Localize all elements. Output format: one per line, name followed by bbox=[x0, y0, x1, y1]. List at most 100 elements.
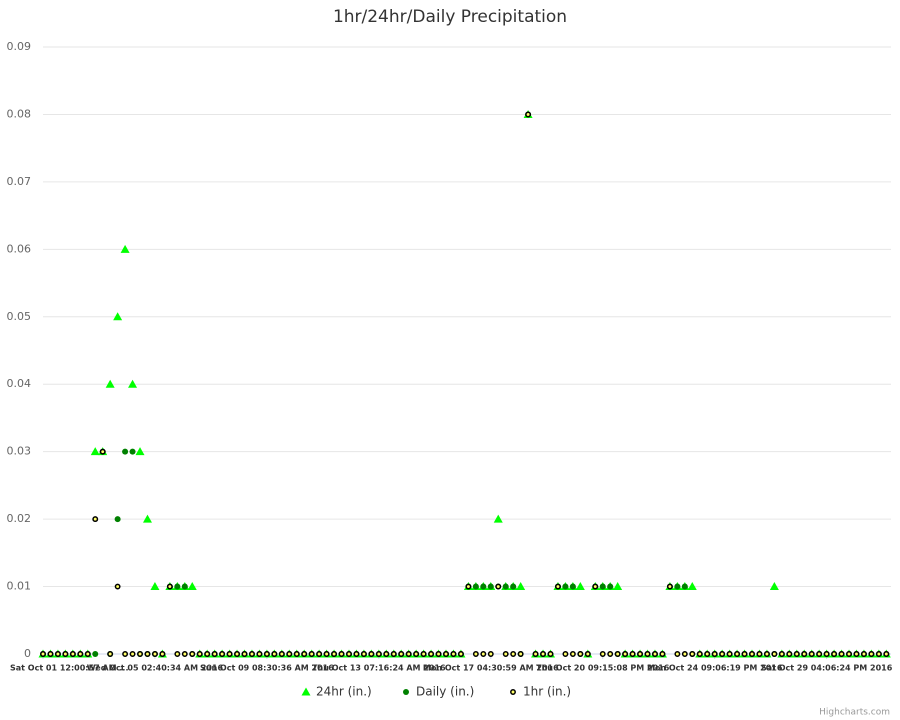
y-tick-label: 0.07 bbox=[7, 175, 32, 188]
point bbox=[629, 651, 636, 657]
point bbox=[435, 651, 442, 657]
point bbox=[689, 651, 696, 657]
point bbox=[278, 651, 285, 657]
point bbox=[181, 583, 188, 590]
point bbox=[144, 651, 151, 657]
point bbox=[54, 651, 61, 657]
legend-item[interactable]: 1hr (in.) bbox=[510, 685, 571, 699]
y-tick-label: 0.06 bbox=[7, 242, 32, 255]
x-tick-label: Mon Oct 24 09:06:19 PM 2016 bbox=[647, 664, 783, 673]
series bbox=[40, 111, 890, 657]
y-tick-label: 0.04 bbox=[7, 377, 32, 390]
point bbox=[368, 651, 375, 657]
point bbox=[338, 651, 345, 657]
point bbox=[62, 651, 69, 657]
point bbox=[687, 582, 697, 591]
point bbox=[271, 651, 278, 657]
point bbox=[793, 651, 800, 657]
point bbox=[450, 651, 457, 657]
point bbox=[122, 448, 129, 455]
point bbox=[151, 651, 158, 657]
point bbox=[569, 583, 576, 590]
point bbox=[84, 651, 91, 657]
legend-item[interactable]: Daily (in.) bbox=[403, 685, 474, 699]
point bbox=[166, 583, 173, 590]
point bbox=[808, 651, 815, 657]
point bbox=[105, 379, 115, 388]
legend-label: 1hr (in.) bbox=[523, 685, 571, 699]
point bbox=[681, 583, 688, 590]
point bbox=[413, 651, 420, 657]
point bbox=[465, 583, 472, 590]
legend-marker bbox=[301, 687, 311, 696]
point bbox=[599, 651, 606, 657]
point bbox=[575, 582, 585, 591]
point bbox=[480, 651, 487, 657]
point bbox=[129, 448, 136, 455]
point bbox=[860, 651, 867, 657]
point bbox=[226, 651, 233, 657]
point bbox=[375, 651, 382, 657]
point bbox=[487, 583, 494, 590]
point bbox=[316, 651, 323, 657]
point bbox=[135, 447, 145, 456]
point bbox=[711, 651, 718, 657]
point bbox=[681, 651, 688, 657]
point bbox=[308, 651, 315, 657]
point bbox=[749, 651, 755, 657]
point bbox=[644, 651, 651, 657]
point bbox=[883, 651, 890, 657]
point bbox=[540, 651, 546, 657]
point bbox=[741, 651, 748, 657]
point bbox=[323, 651, 330, 657]
point bbox=[122, 651, 129, 657]
point bbox=[778, 651, 785, 657]
point bbox=[219, 651, 226, 657]
point bbox=[674, 651, 681, 657]
point bbox=[293, 651, 300, 657]
point bbox=[472, 583, 479, 590]
point bbox=[114, 583, 121, 590]
point bbox=[532, 651, 539, 657]
point bbox=[234, 651, 240, 657]
point bbox=[569, 651, 576, 657]
point bbox=[331, 651, 338, 657]
point bbox=[763, 651, 770, 657]
point bbox=[584, 651, 591, 657]
point bbox=[838, 651, 845, 657]
point bbox=[137, 651, 143, 657]
legend-item[interactable]: 24hr (in.) bbox=[301, 685, 372, 699]
credits[interactable]: Highcharts.com bbox=[819, 708, 890, 718]
point bbox=[189, 651, 196, 657]
point bbox=[69, 651, 76, 657]
point bbox=[92, 651, 99, 657]
point bbox=[256, 651, 263, 657]
point bbox=[196, 651, 203, 657]
legend: 24hr (in.) Daily (in.) 1hr (in.) bbox=[301, 685, 571, 699]
y-tick-label: 0.01 bbox=[7, 580, 32, 593]
point bbox=[40, 651, 46, 657]
point bbox=[562, 651, 569, 657]
y-tick-label: 0.08 bbox=[7, 107, 32, 120]
point bbox=[47, 651, 54, 657]
point bbox=[457, 651, 464, 657]
x-tick-label: Sun Oct 09 08:30:36 AM 2016 bbox=[200, 664, 334, 673]
point bbox=[128, 379, 138, 388]
point bbox=[480, 583, 487, 590]
point bbox=[771, 651, 778, 657]
point bbox=[607, 583, 614, 590]
point bbox=[107, 651, 114, 657]
point bbox=[390, 651, 397, 657]
point bbox=[77, 651, 84, 657]
point bbox=[607, 651, 614, 657]
legend-label: 24hr (in.) bbox=[316, 685, 372, 699]
point bbox=[622, 651, 629, 657]
point bbox=[405, 651, 412, 657]
point bbox=[487, 651, 494, 657]
point bbox=[90, 447, 100, 456]
point bbox=[383, 651, 390, 657]
point bbox=[816, 651, 823, 657]
point bbox=[428, 651, 435, 657]
point bbox=[562, 583, 569, 590]
point bbox=[187, 582, 197, 591]
